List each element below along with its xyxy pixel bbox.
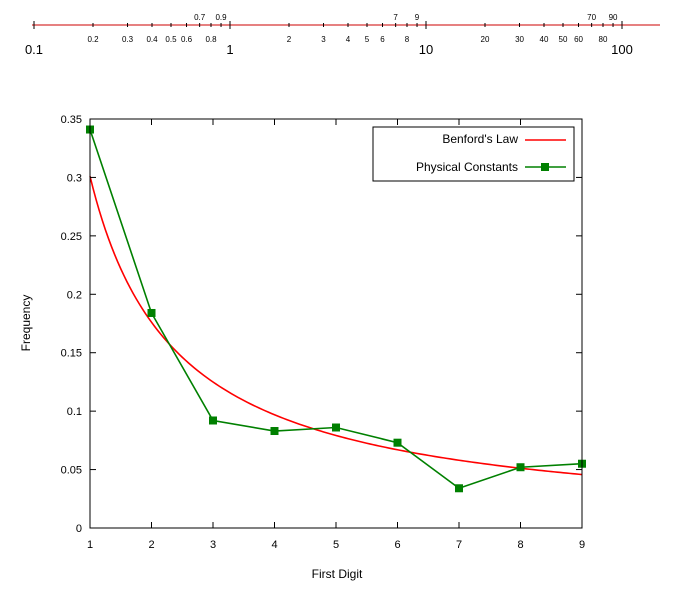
x-tick-label: 6: [394, 539, 400, 551]
ruler-minor-label: 4: [346, 35, 351, 44]
plot-area: [86, 125, 586, 493]
ruler-decade-label: 100: [611, 42, 633, 57]
ruler-decade-label: 1: [226, 42, 233, 57]
ruler-minor-label: 0.6: [181, 35, 193, 44]
y-tick-label: 0.2: [67, 289, 82, 301]
y-tick-label: 0.3: [67, 172, 82, 184]
ruler-decade-label: 10: [419, 42, 433, 57]
ruler-minor-label: 50: [559, 35, 568, 44]
series-line-benfords-law: [89, 176, 583, 476]
y-tick-label: 0.05: [61, 465, 82, 477]
x-tick-label: 3: [210, 539, 216, 551]
y-tick-label: 0: [76, 523, 82, 535]
ruler-minor-label: 80: [599, 35, 608, 44]
y-tick-label: 0.15: [61, 348, 82, 360]
legend-marker-physical-constants: [541, 163, 549, 171]
ruler-minor-label: 6: [380, 35, 385, 44]
data-point-physical-constants: [209, 416, 217, 425]
x-tick-label: 9: [579, 539, 585, 551]
ruler-minor-label: 90: [609, 13, 618, 22]
ruler-minor-label: 0.7: [194, 13, 206, 22]
axes: 1 2 3 4 5 6 7 8 9 0 0.05 0.1 0.15 0.2 0.25 0.3 0.35: [61, 114, 585, 551]
legend-label-benfords-law: Benford's Law: [442, 132, 518, 146]
ruler-minor-label: 70: [587, 13, 596, 22]
ruler-minor-label: 0.2: [87, 35, 99, 44]
y-tick-label: 0.1: [67, 406, 82, 418]
x-tick-label: 8: [517, 539, 523, 551]
ruler-decade-label: 0.1: [25, 42, 43, 57]
x-tick-label: 4: [271, 539, 277, 551]
ruler-minor-label: 0.8: [205, 35, 217, 44]
x-tick-label: 2: [148, 539, 154, 551]
y-tick-label: 0.35: [61, 114, 82, 126]
data-point-physical-constants: [393, 438, 402, 447]
ruler-minor-label: 3: [321, 35, 326, 44]
legend: Benford's Law Physical Constants: [372, 126, 575, 182]
ruler-minor-label: 7: [393, 13, 398, 22]
ruler-minor-label: 60: [574, 35, 583, 44]
ruler-minor-label: 5: [365, 35, 370, 44]
legend-box: [372, 126, 575, 182]
ruler-minor-label: 0.9: [215, 13, 227, 22]
ruler-minor-label: 20: [481, 35, 490, 44]
data-point-physical-constants: [332, 423, 340, 432]
ruler-minor-label: 2: [287, 35, 292, 44]
series-line-physical-constants: [89, 129, 583, 490]
x-tick-label: 1: [87, 539, 93, 551]
x-tick-label: 5: [333, 539, 339, 551]
y-axis-label: Frequency: [19, 295, 33, 352]
legend-label-physical-constants: Physical Constants: [416, 160, 518, 174]
ruler-minor-label: 30: [515, 35, 524, 44]
ruler-minor-label: 0.3: [122, 35, 134, 44]
data-point-physical-constants: [147, 308, 156, 317]
data-point-physical-constants: [516, 463, 525, 472]
ruler-minor-label: 0.4: [146, 35, 158, 44]
ruler-minor-label: 9: [415, 13, 420, 22]
data-point-physical-constants: [270, 427, 279, 436]
data-point-physical-constants: [455, 484, 463, 493]
x-axis-label: First Digit: [312, 567, 363, 581]
ruler-minor-label: 8: [405, 35, 410, 44]
ruler-minor-label: 40: [540, 35, 549, 44]
x-tick-label: 7: [456, 539, 462, 551]
ruler-minor-label: 0.5: [165, 35, 177, 44]
y-tick-label: 0.25: [61, 231, 82, 243]
log-ruler: 0.1 1 10 100 0.2 0.3 0.4 0.5 0.6 0.8 2 3 4 5 6 8 20 30 40 5…: [25, 13, 660, 57]
